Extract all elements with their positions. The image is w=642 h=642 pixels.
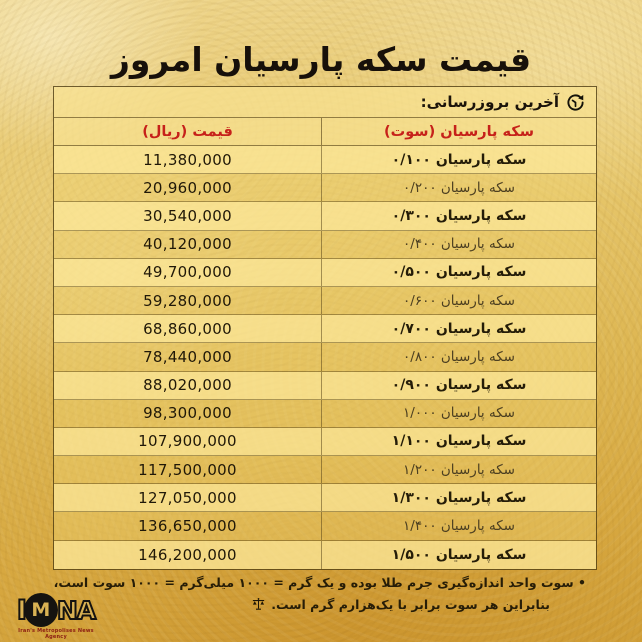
footnote-line2: بنابراین هر سوت برابر با یک‌هزارم گرم اس… (54, 596, 550, 613)
price-cell: 68,860,000 (143, 319, 232, 338)
table-row: 40,120,000 سکه پارسیان ۰/۴۰۰ (54, 230, 596, 259)
table-row: 59,280,000 سکه پارسیان ۰/۶۰۰ (54, 286, 596, 316)
coin-cell: سکه پارسیان ۰/۲۰۰ (321, 174, 596, 202)
imna-logo-disc: M (23, 593, 58, 627)
coin-cell: سکه پارسیان ۱/۵۰۰ (321, 540, 596, 569)
coin-cell: سکه پارسیان ۰/۷۰۰ (321, 315, 596, 343)
coin-cell: سکه پارسیان ۱/۰۰۰ (321, 399, 596, 427)
coin-cell: سکه پارسیان ۱/۱۰۰ (321, 427, 596, 456)
price-cell: 40,120,000 (143, 235, 232, 254)
update-bar: آخرین بروزرسانی: (54, 87, 596, 118)
column-header-coin: سکه پارسیان (سوت) (321, 118, 596, 145)
table-row: 68,860,000 سکه پارسیان ۰/۷۰۰ (54, 315, 596, 344)
table-row: 117,500,000 سکه پارسیان ۱/۲۰۰ (54, 456, 596, 485)
table-row: 98,300,000 سکه پارسیان ۱/۰۰۰ (54, 399, 596, 428)
table-row: 146,200,000 سکه پارسیان ۱/۵۰۰ (54, 540, 596, 569)
price-cell: 49,700,000 (143, 263, 232, 282)
coin-cell: سکه پارسیان ۱/۴۰۰ (321, 512, 596, 540)
table-row: 107,900,000 سکه پارسیان ۱/۱۰۰ (54, 427, 596, 457)
coin-cell: سکه پارسیان ۰/۸۰۰ (321, 343, 596, 371)
coin-cell: سکه پارسیان ۰/۵۰۰ (321, 258, 596, 286)
imna-logo: I M NA Iran's Metropolises News Agency (10, 593, 102, 640)
price-cell: 20,960,000 (143, 178, 232, 197)
price-cell: 11,380,000 (143, 150, 232, 169)
coin-cell: سکه پارسیان ۰/۳۰۰ (321, 202, 596, 230)
update-clock-icon (566, 93, 585, 112)
price-cell: 117,500,000 (138, 460, 237, 479)
table-row: 78,440,000 سکه پارسیان ۰/۸۰۰ (54, 343, 596, 372)
price-cell: 136,650,000 (138, 517, 237, 536)
column-header-price: قیمت (ریال) (142, 123, 233, 140)
price-cell: 59,280,000 (143, 291, 232, 310)
bullet: • (578, 575, 586, 590)
coin-cell: سکه پارسیان ۱/۲۰۰ (321, 456, 596, 484)
footnote: • سوت واحد اندازه‌گیری جرم طلا بوده و یک… (54, 574, 586, 613)
table-row: 30,540,000 سکه پارسیان ۰/۳۰۰ (54, 202, 596, 231)
table-row: 11,380,000 سکه پارسیان ۰/۱۰۰ (54, 146, 596, 175)
coin-cell: سکه پارسیان ۰/۱۰۰ (321, 146, 596, 174)
price-cell: 107,900,000 (138, 432, 237, 451)
footnote-line1: • سوت واحد اندازه‌گیری جرم طلا بوده و یک… (53, 575, 586, 590)
imna-logo-letters: I M NA (16, 593, 97, 627)
imna-logo-tagline: Iran's Metropolises News Agency (18, 628, 94, 640)
coin-cell: سکه پارسیان ۰/۹۰۰ (321, 371, 596, 399)
table-header-row: قیمت (ریال) سکه پارسیان (سوت) (54, 118, 596, 146)
update-label: آخرین بروزرسانی: (420, 93, 559, 111)
coin-cell: سکه پارسیان ۰/۴۰۰ (321, 230, 596, 258)
price-cell: 78,440,000 (143, 347, 232, 366)
balance-scale-icon (251, 597, 266, 612)
price-cell: 146,200,000 (138, 545, 237, 564)
table-body: 11,380,000 سکه پارسیان ۰/۱۰۰ 20,960,000 … (54, 146, 596, 569)
table-row: 136,650,000 سکه پارسیان ۱/۴۰۰ (54, 512, 596, 541)
price-cell: 98,300,000 (143, 404, 232, 423)
coin-cell: سکه پارسیان ۰/۶۰۰ (321, 286, 596, 315)
table-row: 20,960,000 سکه پارسیان ۰/۲۰۰ (54, 174, 596, 203)
table-row: 127,050,000 سکه پارسیان ۱/۳۰۰ (54, 484, 596, 513)
table-row: 88,020,000 سکه پارسیان ۰/۹۰۰ (54, 371, 596, 400)
price-cell: 127,050,000 (138, 488, 237, 507)
page-title: قیمت سکه پارسیان امروز (110, 40, 532, 80)
table-row: 49,700,000 سکه پارسیان ۰/۵۰۰ (54, 258, 596, 287)
price-cell: 88,020,000 (143, 376, 232, 395)
coin-cell: سکه پارسیان ۱/۳۰۰ (321, 484, 596, 512)
price-table: آخرین بروزرسانی: قیمت (ریال) سکه پارسیان… (53, 86, 597, 570)
price-cell: 30,540,000 (143, 206, 232, 225)
